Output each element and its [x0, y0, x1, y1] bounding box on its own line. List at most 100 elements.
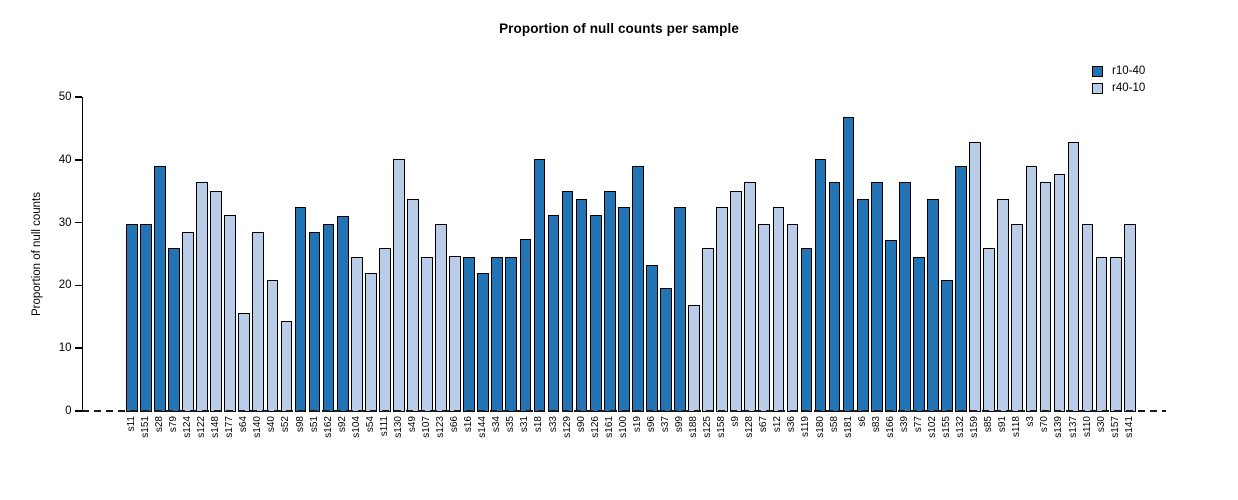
bar-s140: [252, 231, 265, 412]
bar-s40: [266, 280, 279, 412]
y-tick-mark-50: [74, 96, 82, 98]
bar-s12: [772, 206, 785, 412]
bar-s34: [491, 257, 504, 412]
bar-s119: [800, 247, 813, 412]
bar-s151: [140, 224, 152, 412]
x-tick-label-s128: s128: [744, 416, 756, 438]
x-tick-label-s70: s70: [1039, 416, 1051, 433]
legend-item-r10-40: r10-40: [1092, 63, 1145, 80]
y-tick-mark-0: [74, 410, 82, 412]
x-tick-label-s100: s100: [617, 416, 629, 438]
bar-s102: [927, 199, 939, 412]
bar-s18: [533, 158, 546, 412]
y-tick-label-0: 0: [65, 404, 72, 417]
bar-s77: [913, 257, 925, 412]
bar-s30: [1095, 257, 1108, 412]
x-tick-label-s9: s9: [730, 416, 742, 427]
bar-s51: [308, 231, 321, 412]
x-tick-label-s180: s180: [814, 416, 826, 438]
y-tick-label-50: 50: [58, 91, 72, 103]
x-tick-label-s3: s3: [1025, 416, 1037, 427]
x-tick-label-s140: s140: [252, 416, 264, 438]
bar-s39: [899, 182, 911, 412]
zero-baseline: [81, 409, 1166, 412]
bar-s110: [1081, 223, 1094, 412]
bar-s118: [1011, 223, 1024, 412]
y-tick-mark-10: [74, 347, 82, 349]
x-tick-label-s107: s107: [421, 416, 432, 438]
x-tick-label-s35: s35: [505, 416, 517, 433]
bar-s181: [842, 117, 855, 412]
bar-s132: [955, 166, 967, 412]
x-tick-label-s132: s132: [955, 416, 967, 438]
bar-s28: [154, 166, 166, 412]
x-tick-label-s40: s40: [266, 416, 278, 433]
x-tick-label-s12: s12: [772, 416, 784, 433]
x-tick-label-s16: s16: [463, 416, 475, 433]
bar-s111: [378, 247, 391, 412]
bar-s85: [983, 247, 996, 412]
bar-s91: [997, 198, 1010, 412]
bar-s104: [350, 257, 363, 412]
x-tick-label-s188: s188: [688, 416, 700, 438]
bar-s128: [744, 182, 757, 412]
x-tick-label-s39: s39: [898, 416, 910, 433]
x-tick-label-s66: s66: [449, 416, 461, 433]
x-tick-label-s166: s166: [884, 416, 896, 438]
bar-s79: [168, 247, 180, 412]
x-tick-label-s177: s177: [224, 416, 236, 438]
bar-s3: [1025, 166, 1038, 412]
x-tick-label-s110: s110: [1081, 416, 1093, 437]
y-tick-label-40: 40: [58, 153, 72, 166]
legend: r10-40 r40-10: [1092, 63, 1145, 97]
x-tick-label-s33: s33: [547, 416, 559, 433]
bar-s37: [660, 288, 672, 412]
bar-s31: [519, 239, 532, 412]
y-tick-mark-40: [74, 159, 82, 161]
bar-s126: [589, 214, 602, 412]
bar-s157: [1109, 257, 1122, 412]
x-tick-label-s54: s54: [364, 416, 376, 433]
bar-s99: [674, 206, 686, 412]
x-tick-label-s111: s111: [378, 416, 390, 437]
bar-s177: [224, 214, 237, 412]
x-tick-label-s37: s37: [659, 416, 671, 433]
bar-s49: [407, 198, 419, 412]
x-tick-label-s52: s52: [280, 416, 292, 433]
y-tick-label-30: 30: [58, 216, 72, 229]
y-tick-label-10: 10: [58, 342, 72, 355]
x-tick-label-s83: s83: [870, 416, 882, 433]
x-tick-label-s118: s118: [1011, 416, 1023, 437]
x-tick-label-s58: s58: [828, 416, 840, 433]
x-tick-label-s159: s159: [969, 416, 981, 438]
x-tick-label-s98: s98: [294, 416, 306, 433]
x-tick-label-s28: s28: [153, 416, 165, 433]
x-tick-label-s99: s99: [673, 416, 685, 433]
bar-s137: [1067, 141, 1080, 412]
bar-s96: [646, 264, 658, 412]
x-tick-label-s144: s144: [477, 416, 489, 438]
legend-label-r40-10: r40-10: [1112, 82, 1146, 94]
bar-s148: [210, 191, 223, 412]
bar-s158: [716, 206, 728, 412]
bar-s162: [322, 224, 335, 412]
bar-s33: [547, 214, 560, 412]
x-tick-label-s162: s162: [322, 416, 334, 438]
bar-s67: [758, 223, 771, 412]
bar-s124: [182, 231, 194, 412]
x-tick-label-s79: s79: [168, 416, 179, 433]
bar-s122: [196, 182, 208, 412]
x-tick-label-s158: s158: [716, 416, 728, 438]
bar-s159: [969, 141, 981, 412]
x-tick-label-s36: s36: [786, 416, 798, 433]
x-tick-label-s31: s31: [519, 416, 531, 433]
x-tick-label-s34: s34: [491, 416, 503, 433]
bar-s90: [575, 199, 588, 412]
chart-title: Proportion of null counts per sample: [499, 21, 739, 36]
bar-s66: [449, 256, 461, 412]
legend-item-r40-10: r40-10: [1092, 80, 1145, 97]
bar-s125: [702, 247, 714, 412]
y-tick-mark-20: [74, 284, 82, 287]
x-tick-label-s49: s49: [406, 416, 418, 433]
